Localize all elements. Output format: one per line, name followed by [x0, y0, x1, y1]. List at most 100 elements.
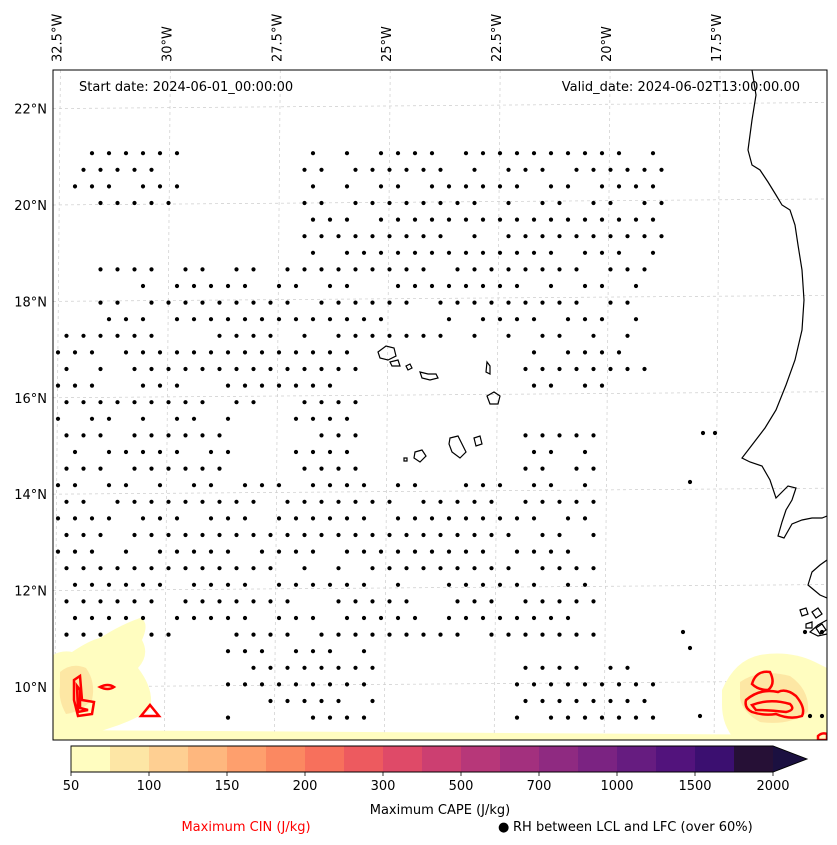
- rh-dot: [472, 599, 477, 604]
- rh-dot: [234, 267, 239, 272]
- colorbar-segment: [695, 746, 735, 772]
- rh-dot: [242, 615, 248, 621]
- rh-dot: [523, 632, 528, 637]
- rh-dot: [336, 566, 341, 571]
- longitude-label: 32.5°W: [50, 14, 65, 62]
- rh-dot: [115, 167, 120, 172]
- rh-dot: [225, 549, 231, 554]
- rh-dot: [242, 516, 248, 521]
- rh-dot: [353, 632, 358, 637]
- rh-dot: [81, 466, 86, 471]
- rh-dot: [472, 532, 477, 538]
- rh-dot: [446, 250, 452, 255]
- rh-dot: [591, 200, 596, 206]
- rh-dot: [106, 582, 112, 587]
- rh-dot: [463, 483, 469, 488]
- rh-dot: [208, 615, 214, 621]
- rh-dot: [208, 582, 214, 587]
- rh-dot: [106, 449, 112, 455]
- rh-dot: [480, 217, 486, 222]
- rh-dot: [225, 582, 231, 587]
- rh-dot: [242, 383, 248, 388]
- rh-dot: [582, 317, 588, 322]
- rh-dot: [251, 632, 256, 637]
- rh-dot: [268, 300, 273, 305]
- rh-dot: [336, 366, 341, 372]
- rh-dot: [378, 184, 384, 189]
- colorbar-tick-label: 100: [137, 779, 162, 794]
- rh-dot: [72, 582, 78, 587]
- rh-dot: [378, 217, 384, 222]
- rh-dot: [344, 483, 350, 488]
- rh-dot: [421, 566, 426, 571]
- island-santo-antao: [377, 345, 397, 361]
- rh-dot: [276, 549, 282, 554]
- rh-dot: [370, 300, 375, 305]
- rh-dot: [404, 267, 409, 272]
- rh-dot: [310, 649, 316, 654]
- rh-dot: [276, 516, 282, 521]
- rh-dot: [327, 483, 333, 488]
- rh-dot: [506, 267, 511, 272]
- rh-dot: [395, 217, 401, 222]
- rh-dot: [523, 300, 528, 305]
- rh-dot: [123, 582, 129, 587]
- rh-dot: [650, 184, 656, 189]
- rh-dot: [327, 350, 333, 355]
- rh-dot: [599, 350, 605, 355]
- rh-dot: [540, 566, 545, 571]
- rh-dot: [268, 333, 273, 338]
- rh-dot: [599, 184, 605, 189]
- rh-dot: [293, 615, 299, 621]
- rh-dot: [591, 234, 596, 239]
- rh-dot: [132, 167, 137, 172]
- latitude-label: 12°N: [14, 585, 47, 600]
- cin-contour-triangle: [138, 703, 162, 718]
- rh-dot: [208, 449, 214, 455]
- rh-dot: [807, 713, 813, 719]
- rh-dot: [565, 317, 571, 322]
- rh-dot: [455, 200, 460, 206]
- islets-bijagos: [799, 607, 827, 635]
- rh-dot: [633, 217, 639, 222]
- rh-dot: [361, 483, 367, 488]
- rh-dot: [574, 300, 579, 305]
- rh-dot: [327, 383, 333, 388]
- rh-dot: [599, 217, 605, 222]
- rh-dot: [319, 400, 324, 405]
- latitude-label: 20°N: [14, 199, 47, 214]
- rh-dot: [89, 151, 95, 156]
- rh-dot: [506, 200, 511, 206]
- rh-dot: [582, 283, 588, 289]
- rh-dot: [353, 665, 358, 670]
- rh-dot: [174, 449, 180, 455]
- colorbar-segment: [578, 746, 618, 772]
- rh-dot: [234, 532, 239, 538]
- cin-contour-east-b: [744, 689, 805, 719]
- rh-dot: [115, 200, 120, 206]
- rh-dot: [472, 234, 477, 239]
- rh-dot: [140, 416, 146, 421]
- rh-dot: [183, 532, 188, 538]
- rh-dot: [64, 599, 69, 604]
- rh-dot: [191, 483, 197, 488]
- rh-dot: [565, 615, 571, 621]
- rh-dot: [64, 632, 69, 637]
- rh-dot: [285, 599, 290, 604]
- rh-dot: [251, 599, 256, 604]
- rh-dot: [574, 267, 579, 272]
- rh-dot: [591, 566, 596, 571]
- rh-dot: [506, 167, 511, 172]
- rh-dot: [242, 317, 248, 322]
- rh-dot: [395, 516, 401, 521]
- rh-dot: [531, 317, 537, 322]
- rh-dot: [132, 400, 137, 405]
- rh-dot: [353, 167, 358, 172]
- colorbar-tick-label: 50: [63, 779, 80, 794]
- rh-dot: [429, 283, 435, 289]
- cin-contour-edge: [816, 732, 827, 740]
- rh-dot: [540, 366, 545, 372]
- rh-dot: [259, 317, 265, 322]
- rh-dot: [242, 483, 248, 488]
- rh-dot: [259, 483, 265, 488]
